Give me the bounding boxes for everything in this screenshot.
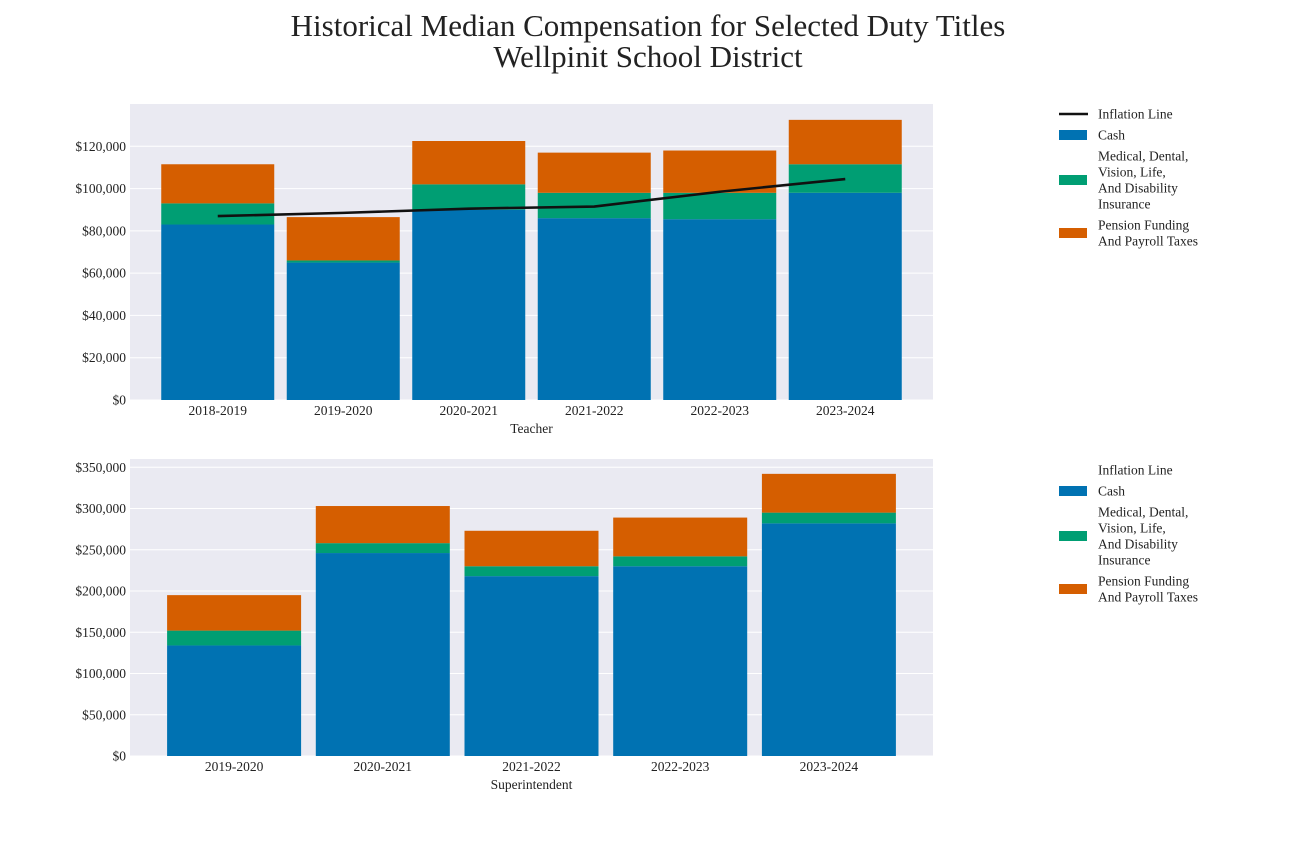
x-tick-label: 2021-2022 (565, 403, 624, 418)
legend-swatch-medical (1059, 175, 1087, 185)
bar-cash-2018-2019 (161, 224, 275, 400)
y-tick-label: $100,000 (75, 666, 126, 681)
legend-label-medical: Medical, Dental, Vision, Life, And Disabil… (1098, 505, 1188, 568)
bar-medical-2022-2023 (613, 556, 748, 567)
bar-cash-2021-2022 (537, 218, 651, 400)
bar-pension-2021-2022 (464, 530, 599, 567)
bar-pension-2023-2024 (761, 473, 896, 513)
x-tick-label: 2023-2024 (816, 403, 875, 418)
bar-pension-2022-2023 (663, 150, 777, 193)
y-tick-label: $60,000 (82, 266, 126, 281)
bar-medical-2018-2019 (161, 203, 275, 225)
legend-swatch-medical (1059, 531, 1087, 541)
bar-cash-2022-2023 (613, 566, 748, 756)
chart-title: Historical Median Compensation for Selec… (0, 10, 1296, 72)
y-tick-label: $100,000 (75, 181, 126, 196)
x-tick-label: 2023-2024 (800, 759, 859, 774)
bar-pension-2019-2020 (286, 217, 400, 261)
y-tick-label: $20,000 (82, 350, 126, 365)
y-tick-label: $40,000 (82, 308, 126, 323)
bar-cash-2022-2023 (663, 219, 777, 400)
x-axis-label: Superintendent (491, 777, 573, 792)
bar-pension-2021-2022 (537, 152, 651, 193)
y-tick-label: $250,000 (75, 542, 126, 557)
x-tick-label: 2020-2021 (354, 759, 413, 774)
x-tick-label: 2018-2019 (189, 403, 248, 418)
bar-cash-2023-2024 (761, 523, 896, 756)
bar-pension-2019-2020 (167, 595, 302, 631)
legend-swatch-cash (1059, 486, 1087, 496)
inflation-line (217, 177, 846, 218)
panel-1: $0 $20,000 $40,000 $60,000 $80,000 $100,000 $1… (75, 104, 1198, 436)
bar-medical-2023-2024 (761, 512, 896, 524)
x-tick-label: 2020-2021 (440, 403, 499, 418)
bar-medical-2020-2021 (412, 184, 526, 210)
legend-label-inflation: Inflation Line (1098, 107, 1173, 122)
bar-cash-2020-2021 (412, 209, 526, 400)
x-tick-label: 2022-2023 (651, 759, 710, 774)
y-tick-label: $350,000 (75, 460, 126, 475)
y-tick-label: $150,000 (75, 625, 126, 640)
bar-medical-2021-2022 (464, 566, 599, 577)
bar-medical-2020-2021 (315, 543, 450, 554)
x-tick-label: 2021-2022 (502, 759, 561, 774)
bar-pension-2020-2021 (315, 506, 450, 544)
y-tick-label: $50,000 (82, 707, 126, 722)
bar-medical-2019-2020 (167, 630, 302, 646)
legend-label-pension: Pension Funding And Payroll Taxes (1098, 574, 1198, 605)
y-tick-label: $0 (113, 393, 127, 408)
x-axis-label: Teacher (510, 421, 553, 436)
legend-swatch-pension (1059, 228, 1087, 238)
legend-label-cash: Cash (1098, 484, 1125, 499)
bar-pension-2020-2021 (412, 141, 526, 185)
x-tick-label: 2019-2020 (314, 403, 373, 418)
bar-medical-2023-2024 (788, 164, 902, 193)
bar-cash-2019-2020 (167, 645, 302, 756)
legend-label-pension: Pension Funding And Payroll Taxes (1098, 218, 1198, 249)
y-tick-label: $300,000 (75, 501, 126, 516)
legend: Inflation Line Cash Medical, Dental, Vision… (1059, 107, 1198, 249)
bar-cash-2023-2024 (788, 192, 902, 400)
y-tick-label: $0 (113, 749, 127, 764)
bar-cash-2021-2022 (464, 576, 599, 756)
panel-2: $0 $50,000 $100,000 $150,000 $200,000 $250,00… (75, 459, 1198, 792)
legend: Inflation Line Cash Medical, Dental, Vision… (1059, 463, 1198, 605)
bar-pension-2022-2023 (613, 517, 748, 557)
bar-medical-2019-2020 (286, 260, 400, 263)
chart-title-line2: Wellpinit School District (493, 39, 803, 74)
y-tick-label: $120,000 (75, 139, 126, 154)
y-tick-label: $200,000 (75, 584, 126, 599)
y-tick-label: $80,000 (82, 223, 126, 238)
legend-swatch-cash (1059, 130, 1087, 140)
chart-title-line1: Historical Median Compensation for Selec… (290, 8, 1006, 43)
legend-label-cash: Cash (1098, 128, 1125, 143)
bar-cash-2019-2020 (286, 262, 400, 400)
legend-label-inflation: Inflation Line (1098, 463, 1173, 478)
bar-pension-2018-2019 (161, 164, 275, 204)
legend-label-medical: Medical, Dental, Vision, Life, And Disabil… (1098, 149, 1188, 212)
x-tick-label: 2019-2020 (205, 759, 264, 774)
legend-swatch-pension (1059, 584, 1087, 594)
x-tick-label: 2022-2023 (691, 403, 750, 418)
bar-cash-2020-2021 (315, 553, 450, 756)
bar-pension-2023-2024 (788, 119, 902, 165)
